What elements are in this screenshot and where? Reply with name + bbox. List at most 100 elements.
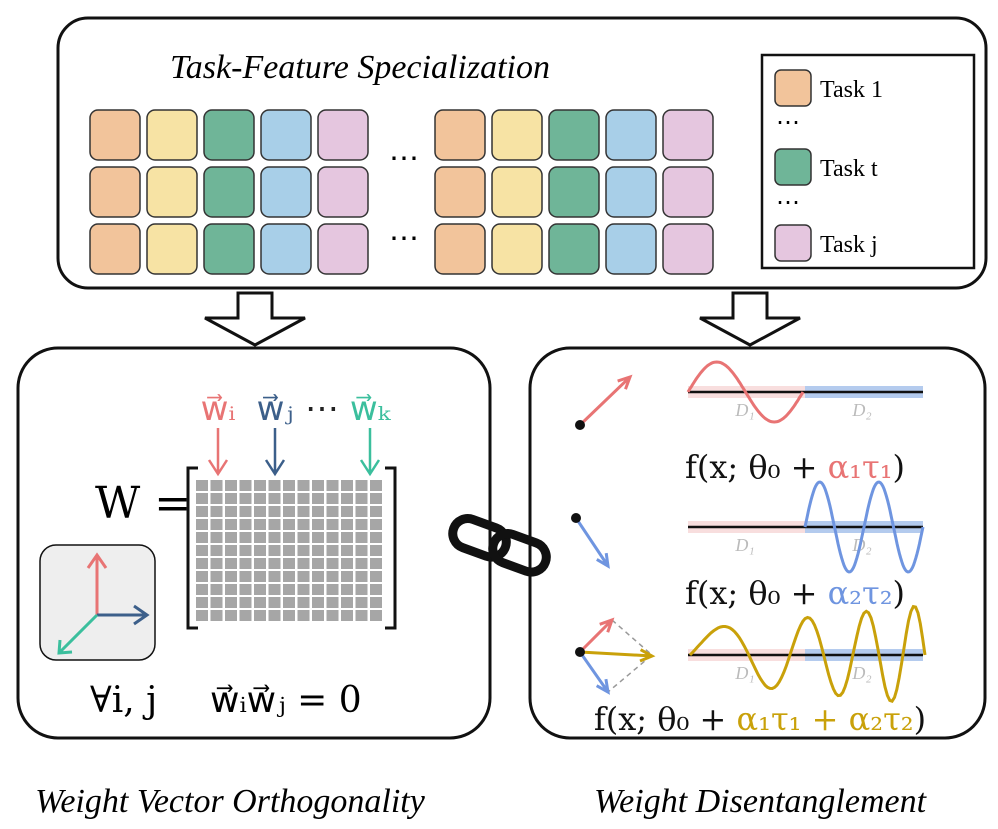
matrix-cell: [268, 545, 281, 556]
matrix-cell: [341, 610, 353, 621]
matrix-cell: [196, 571, 208, 582]
formula-part: f(x; θ₀ +: [685, 574, 828, 612]
matrix-cell: [312, 493, 324, 504]
vector-label: ⋯: [305, 389, 339, 429]
task-square: [146, 109, 198, 161]
task-square: [434, 223, 486, 275]
task-vector: [578, 374, 633, 427]
matrix-cell: [196, 519, 208, 530]
matrix-cell: [254, 584, 266, 595]
task-square: [260, 109, 312, 161]
vector-arrow: [207, 428, 229, 477]
matrix-cell: [326, 610, 339, 621]
matrix-cell: [326, 545, 339, 556]
matrix-cell: [225, 558, 237, 569]
wave: [803, 480, 925, 574]
matrix-cell: [341, 597, 353, 608]
matrix-cell: [370, 571, 382, 582]
matrix-cell: [254, 519, 266, 530]
matrix-cell: [283, 597, 295, 608]
matrix-cell: [341, 506, 353, 517]
matrix-cell: [370, 480, 382, 491]
matrix-cell: [239, 571, 252, 582]
matrix-cell: [196, 532, 208, 543]
matrix-cell: [312, 584, 324, 595]
matrix-cell: [196, 480, 208, 491]
task-square: [605, 109, 657, 161]
matrix-cell: [355, 584, 368, 595]
task-square: [203, 166, 255, 218]
origin-dot: [575, 420, 585, 430]
domain-label: D₁: [734, 535, 754, 555]
matrix-cell: [196, 597, 208, 608]
parallelogram: [607, 619, 654, 693]
task-square: [434, 109, 486, 161]
vector-arrow: [264, 428, 286, 477]
matrix-cell: [312, 532, 324, 543]
matrix-cell: [225, 610, 237, 621]
matrix-cell: [283, 571, 295, 582]
matrix-cell: [268, 584, 281, 595]
matrix-cell: [239, 532, 252, 543]
matrix-cell: [297, 571, 310, 582]
matrix-cell: [312, 610, 324, 621]
origin-dot: [575, 647, 585, 657]
matrix-cell: [312, 545, 324, 556]
vector-arrow: [359, 428, 381, 477]
matrix-cell: [370, 519, 382, 530]
matrix-cell: [341, 545, 353, 556]
matrix-cell: [210, 558, 223, 569]
matrix-cell: [225, 571, 237, 582]
matrix-cell: [312, 558, 324, 569]
matrix-cell: [254, 545, 266, 556]
task-vector: [579, 648, 656, 663]
axes: [57, 552, 150, 655]
matrix-cell: [297, 597, 310, 608]
formula: f(x; θ₀ + α₁τ₁): [685, 448, 905, 486]
task-square: [89, 166, 141, 218]
matrix-cell: [370, 532, 382, 543]
vector-label: w⃗ⱼ: [257, 389, 294, 429]
matrix-cell: [341, 493, 353, 504]
matrix-cell: [239, 597, 252, 608]
caption: Weight Vector Orthogonality: [35, 783, 426, 820]
task-square: [548, 223, 600, 275]
matrix-cell: [297, 558, 310, 569]
task-square: [548, 109, 600, 161]
task-square: [491, 166, 543, 218]
matrix-cell: [326, 519, 339, 530]
task-square: [662, 109, 714, 161]
matrix-cell: [283, 545, 295, 556]
matrix-cell: [210, 532, 223, 543]
matrix-cell: [326, 506, 339, 517]
task-square: [605, 166, 657, 218]
matrix-cell: [239, 480, 252, 491]
matrix-cell: [326, 532, 339, 543]
formula-part: ): [893, 448, 905, 486]
task-square: [89, 109, 141, 161]
matrix-cell: [210, 519, 223, 530]
matrix-cell: [370, 610, 382, 621]
task-square: [548, 166, 600, 218]
formula: f(x; θ₀ + α₂τ₂): [685, 574, 905, 612]
matrix-cell: [254, 558, 266, 569]
matrix-cell: [283, 506, 295, 517]
matrix-cell: [239, 493, 252, 504]
matrix-cell: [355, 597, 368, 608]
task-square: [605, 223, 657, 275]
matrix-cell: [326, 480, 339, 491]
matrix-cell: [355, 480, 368, 491]
task-square: [146, 166, 198, 218]
formula: f(x; θ₀ + α₁τ₁ + α₂τ₂): [594, 700, 926, 738]
matrix-cell: [370, 506, 382, 517]
matrix-cell: [268, 558, 281, 569]
task-vector: [578, 617, 615, 654]
matrix-cell: [283, 480, 295, 491]
matrix-cell: [268, 506, 281, 517]
legend-label: Task t: [820, 156, 878, 182]
matrix-cell: [312, 571, 324, 582]
matrix-cell: [225, 532, 237, 543]
matrix-cell: [312, 519, 324, 530]
matrix-cell: [196, 610, 208, 621]
matrix-cell: [254, 506, 266, 517]
